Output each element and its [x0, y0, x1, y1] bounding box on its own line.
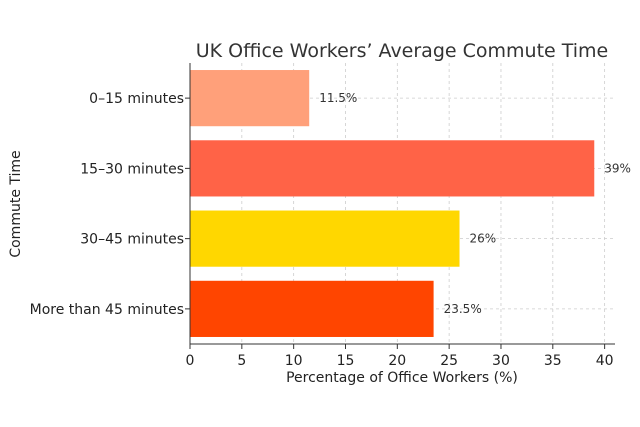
- x-axis-label: Percentage of Office Workers (%): [286, 370, 518, 386]
- data-labels: 11.5% 39% 26% 23.5%: [319, 91, 631, 316]
- bars: [190, 70, 595, 337]
- x-tick-label: 10: [285, 353, 303, 369]
- x-tick-label: 20: [388, 353, 406, 369]
- data-label: 23.5%: [444, 302, 482, 316]
- x-tick-label: 15: [337, 353, 355, 369]
- x-tick-label: 5: [237, 353, 246, 369]
- x-tick-label: 35: [544, 353, 562, 369]
- bar: [190, 210, 460, 267]
- x-tick-label: 25: [440, 353, 458, 369]
- x-ticks: 0 5 10 15 20 25 30 35 40: [185, 97, 614, 369]
- axes: [189, 63, 615, 345]
- category-label: More than 45 minutes: [30, 302, 184, 318]
- x-tick-label: 0: [186, 353, 195, 369]
- category-label: 15–30 minutes: [80, 161, 184, 177]
- bar: [190, 70, 310, 127]
- category-label: 30–45 minutes: [80, 232, 184, 248]
- category-label: 0–15 minutes: [89, 91, 184, 107]
- y-axis-label: Commute Time: [8, 150, 24, 257]
- data-label: 39%: [604, 161, 631, 175]
- bar: [190, 140, 595, 197]
- x-tick-label: 40: [596, 353, 614, 369]
- data-label: 26%: [470, 232, 497, 246]
- category-labels: 0–15 minutes 15–30 minutes 30–45 minutes Mo…: [30, 91, 184, 318]
- bar: [190, 280, 434, 337]
- x-tick-label: 30: [492, 353, 510, 369]
- chart-title: UK Office Workers’ Average Commute Time: [196, 40, 609, 62]
- data-label: 11.5%: [319, 91, 357, 105]
